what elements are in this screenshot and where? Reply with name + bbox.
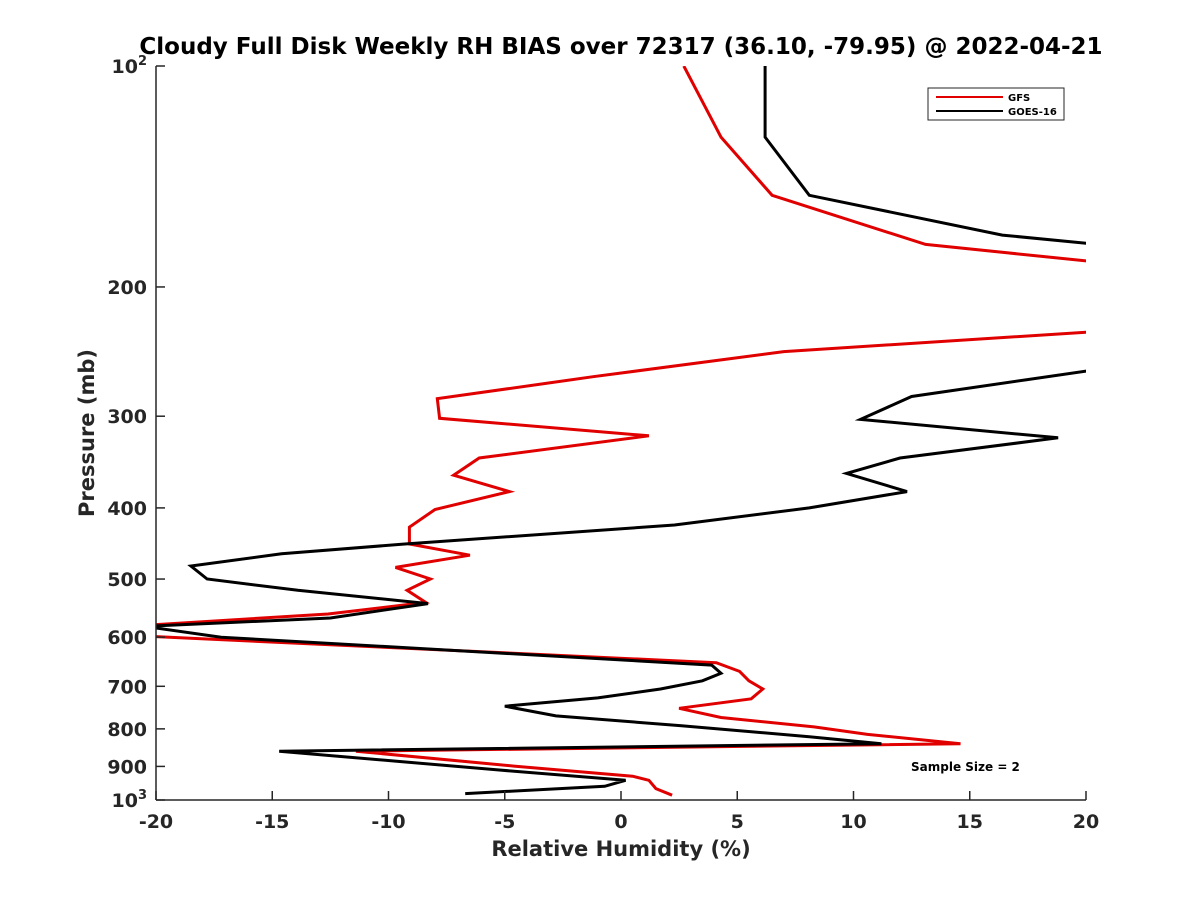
series-line-goes-16 xyxy=(156,66,1086,796)
y-axis-label: Pressure (mb) xyxy=(75,349,99,517)
series-line-gfs xyxy=(156,66,1086,797)
x-tick-label: 0 xyxy=(614,811,627,833)
legend-label-goes16: GOES-16 xyxy=(1008,107,1057,118)
legend-box xyxy=(927,87,1065,121)
y-tick-label: 200 xyxy=(107,277,147,299)
y-tick-label: 700 xyxy=(107,676,147,698)
x-tick-label: -10 xyxy=(371,811,405,833)
y-tick-label: 102 xyxy=(112,54,148,78)
x-ticks: -20 -15 -10 -5 0 5 10 15 20 xyxy=(139,791,1099,833)
y-tick-label: 400 xyxy=(107,498,147,520)
x-tick-label: -15 xyxy=(255,811,289,833)
y-tick-label: 300 xyxy=(107,406,147,428)
chart-title: Cloudy Full Disk Weekly RH BIAS over 723… xyxy=(139,34,1102,60)
y-tick-label: 500 xyxy=(107,569,147,591)
y-tick-label: 800 xyxy=(107,719,147,741)
y-ticks: 102 200 300 400 500 600 700 800 900 103 xyxy=(107,54,165,812)
x-tick-label: 5 xyxy=(731,811,744,833)
sample-size-annotation: Sample Size = 2 xyxy=(911,760,1020,774)
y-tick-label: 900 xyxy=(107,756,147,778)
x-tick-label: -20 xyxy=(139,811,173,833)
x-axis-label: Relative Humidity (%) xyxy=(491,837,750,861)
y-tick-label: 600 xyxy=(107,627,147,649)
x-tick-label: 20 xyxy=(1073,811,1099,833)
legend-label-gfs: GFS xyxy=(1008,93,1030,104)
legend: GFS GOES-16 xyxy=(927,87,1065,121)
series-layer xyxy=(156,66,1086,797)
x-tick-label: 15 xyxy=(957,811,983,833)
x-tick-label: -5 xyxy=(494,811,515,833)
y-tick-label: 103 xyxy=(112,788,148,812)
x-tick-label: 10 xyxy=(840,811,866,833)
